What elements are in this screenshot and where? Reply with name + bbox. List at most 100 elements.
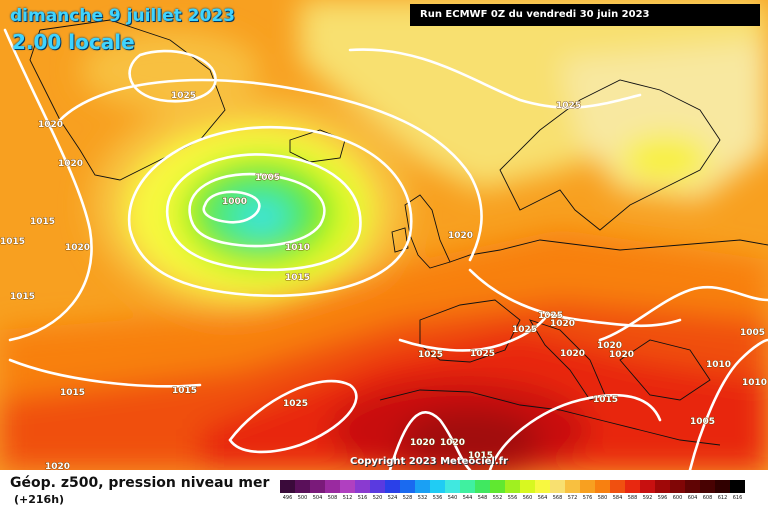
- scale-label: 596: [657, 495, 668, 501]
- scale-swatch: [565, 480, 580, 493]
- scale-label: 584: [612, 495, 623, 501]
- scale-label: 516: [357, 495, 368, 501]
- scale-label: 568: [552, 495, 563, 501]
- isobar-1010-east: [688, 338, 768, 470]
- scale-label: 592: [642, 495, 653, 501]
- scale-swatch: [445, 480, 460, 493]
- scale-step: 532: [415, 480, 430, 502]
- isobar-label: 1020: [45, 462, 70, 470]
- scale-step: 520: [370, 480, 385, 502]
- scale-swatch: [475, 480, 490, 493]
- isobar-label: 1025: [538, 311, 563, 321]
- isobar-1025-azores: [228, 379, 358, 454]
- scale-label: 540: [447, 495, 458, 501]
- scale-swatch: [385, 480, 400, 493]
- isobar-label: 1000: [222, 197, 247, 207]
- isobar-1015: [127, 125, 413, 297]
- legend-title: Géop. z500, pression niveau mer: [10, 475, 270, 491]
- scale-label: 552: [492, 495, 503, 501]
- isobar-1015-east: [598, 285, 768, 342]
- scale-swatch: [595, 480, 610, 493]
- color-scale: 496 500 504 508 512 516 520 524 528 532 536 540 544 5…: [280, 480, 745, 502]
- scale-step: 500: [295, 480, 310, 502]
- isobar-label: 1010: [742, 378, 767, 388]
- scale-step: 576: [580, 480, 595, 502]
- scale-label: 556: [507, 495, 518, 501]
- scale-label: 604: [687, 495, 698, 501]
- scale-label: 508: [327, 495, 338, 501]
- isobar-label: 1010: [285, 243, 310, 253]
- scale-step: 552: [490, 480, 505, 502]
- scale-label: 548: [477, 495, 488, 501]
- isobar-label: 1020: [65, 243, 90, 253]
- scale-swatch: [505, 480, 520, 493]
- isobar-label: 1015: [0, 237, 25, 247]
- scale-step: 524: [385, 480, 400, 502]
- isobar-label: 1010: [706, 360, 731, 370]
- isobar-1025-north: [128, 49, 217, 103]
- scale-step: 560: [520, 480, 535, 502]
- scale-swatch: [325, 480, 340, 493]
- isobar-1020-north: [58, 78, 483, 262]
- scale-swatch: [685, 480, 700, 493]
- isobar-label: 1005: [740, 328, 765, 338]
- iceland-coast: [289, 129, 346, 163]
- isobar-1000: [202, 190, 261, 224]
- scale-swatch: [310, 480, 325, 493]
- isobar-label: 1015: [468, 451, 493, 461]
- isobar-label: 1025: [556, 101, 581, 111]
- scale-label: 536: [432, 495, 443, 501]
- isobar-1025-iberia: [398, 316, 547, 352]
- isobar-label: 1005: [255, 173, 280, 183]
- isobar-1020-europe: [468, 268, 682, 328]
- forecast-date-title: dimanche 9 juillet 2023: [10, 6, 235, 26]
- scale-step: 600: [670, 480, 685, 502]
- scale-label: 500: [297, 495, 308, 501]
- scale-step: 496: [280, 480, 295, 502]
- scale-label: 560: [522, 495, 533, 501]
- scale-step: 604: [685, 480, 700, 502]
- isobar-label: 1025: [418, 350, 443, 360]
- scale-swatch: [340, 480, 355, 493]
- isobar-1025-high: [348, 48, 642, 109]
- scale-swatch: [670, 480, 685, 493]
- isobar-label: 1015: [285, 273, 310, 283]
- isobar-label: 1020: [38, 120, 63, 130]
- legend-subtitle: (+216h): [14, 493, 65, 506]
- scale-label: 564: [537, 495, 548, 501]
- scale-label: 576: [582, 495, 593, 501]
- copyright-notice: Copyright 2023 Meteociel.fr: [350, 456, 508, 467]
- weather-map: 1025 1020 1020 1015 1015 1020 1015 1005 …: [0, 0, 768, 470]
- scale-step: 588: [625, 480, 640, 502]
- scale-step: 596: [655, 480, 670, 502]
- isobar-label: 1025: [283, 399, 308, 409]
- scale-swatch: [580, 480, 595, 493]
- scale-step: 556: [505, 480, 520, 502]
- scale-step: 504: [310, 480, 325, 502]
- scale-label: 496: [282, 495, 293, 501]
- isobars: [3, 28, 768, 470]
- isobar-label: 1020: [550, 319, 575, 329]
- coastlines: [29, 19, 768, 446]
- scale-step: 616: [730, 480, 745, 502]
- isobar-label: 1025: [171, 91, 196, 101]
- scale-label: 532: [417, 495, 428, 501]
- scale-step: 592: [640, 480, 655, 502]
- isobar-1020-west: [3, 28, 93, 342]
- scale-step: 572: [565, 480, 580, 502]
- scale-swatch: [715, 480, 730, 493]
- isobar-label: 1015: [593, 395, 618, 405]
- isobar-label: 1020: [560, 349, 585, 359]
- scale-swatch: [640, 480, 655, 493]
- isobar-label: 1020: [410, 438, 435, 448]
- isobar-label: 1015: [60, 388, 85, 398]
- scale-swatch: [625, 480, 640, 493]
- scale-swatch: [295, 480, 310, 493]
- scale-swatch: [370, 480, 385, 493]
- isobar-label: 1020: [440, 438, 465, 448]
- isobar-label: 1025: [470, 349, 495, 359]
- scale-label: 588: [627, 495, 638, 501]
- scale-label: 600: [672, 495, 683, 501]
- isobar-1015-med: [488, 393, 662, 470]
